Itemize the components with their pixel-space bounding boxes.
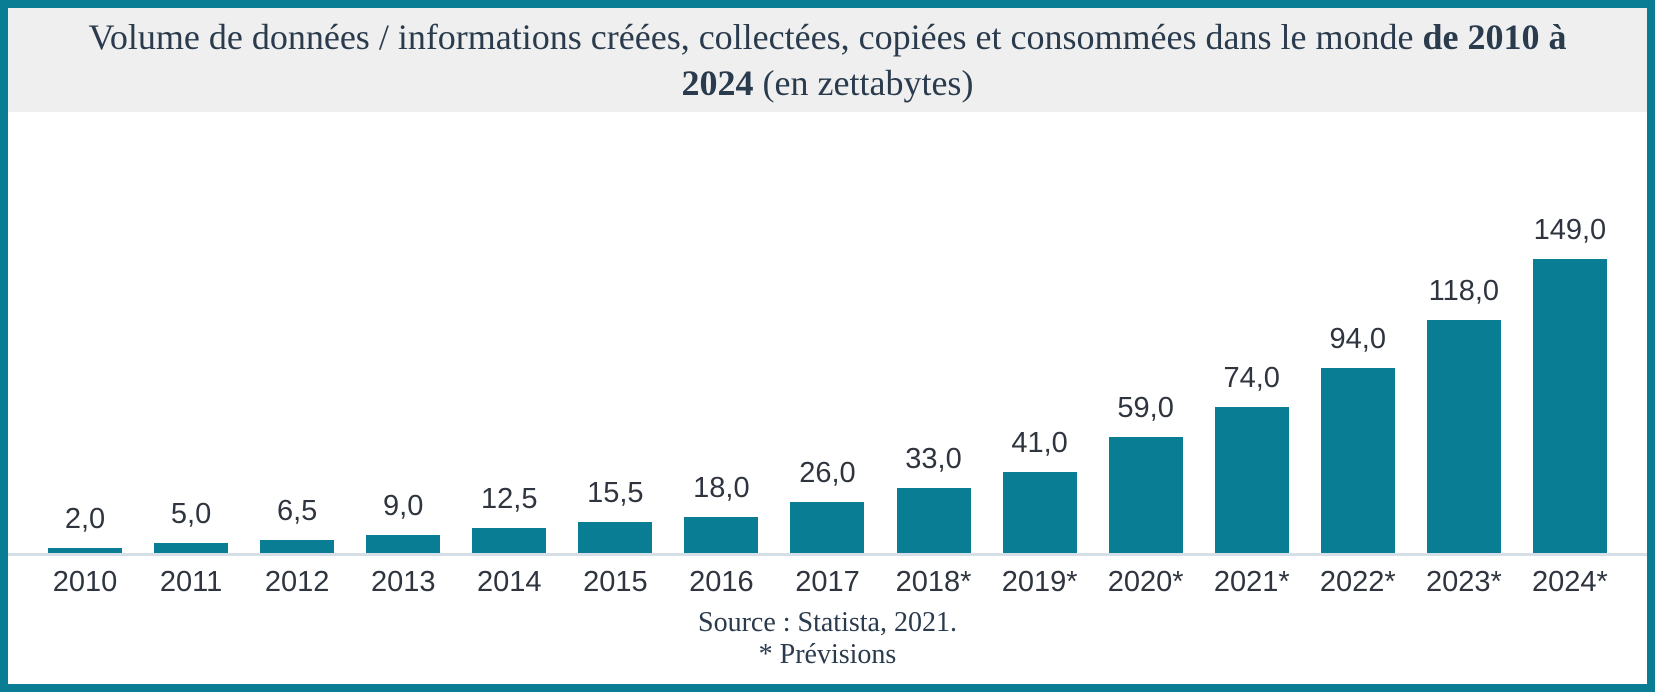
x-axis-label: 2013 bbox=[370, 566, 436, 598]
bar-column: 18,0 bbox=[668, 472, 774, 553]
bar-column: 149,0 bbox=[1517, 214, 1623, 553]
chart-title-part1: Volume de données / informations créées,… bbox=[88, 17, 1423, 57]
x-axis-label: 2015 bbox=[583, 566, 648, 598]
bar-value-label: 41,0 bbox=[1011, 427, 1068, 459]
bar bbox=[1214, 407, 1289, 553]
bar bbox=[472, 528, 547, 553]
bar-value-label: 9,0 bbox=[383, 490, 424, 522]
bar-column: 74,0 bbox=[1199, 362, 1305, 553]
chart-title: Volume de données / informations créées,… bbox=[83, 14, 1573, 106]
x-axis-label: 2022* bbox=[1319, 566, 1396, 598]
bar-column: 12,5 bbox=[456, 483, 562, 553]
x-axis-label: 2021* bbox=[1213, 566, 1290, 598]
x-axis-label: 2012 bbox=[264, 566, 330, 598]
bar-value-label: 33,0 bbox=[905, 443, 962, 475]
bar-column: 33,0 bbox=[881, 443, 987, 553]
bar-value-label: 15,5 bbox=[587, 477, 644, 509]
bar-column: 26,0 bbox=[774, 457, 880, 553]
x-axis-label: 2024* bbox=[1532, 566, 1608, 598]
bar-value-label: 18,0 bbox=[693, 472, 750, 504]
x-axis-label: 2018* bbox=[895, 566, 972, 598]
plot-area: 2,0 5,0 6,5 9,0 12,5 15,5 18,0 26,0 33,0 41,0 59,0… bbox=[8, 112, 1647, 553]
bar bbox=[154, 543, 229, 553]
bar-column: 118,0 bbox=[1411, 275, 1517, 553]
bar-column: 94,0 bbox=[1305, 323, 1411, 553]
bar-value-label: 74,0 bbox=[1223, 362, 1280, 394]
bar bbox=[790, 502, 865, 553]
bar bbox=[1426, 320, 1501, 553]
bar bbox=[1532, 259, 1607, 553]
bar-column: 41,0 bbox=[987, 427, 1093, 553]
x-axis-label: 2019* bbox=[1001, 566, 1078, 598]
footnote-text: * Prévisions bbox=[758, 639, 897, 670]
x-axis-label: 2016 bbox=[689, 566, 754, 598]
source-text: Source : Statista, 2021. bbox=[698, 607, 957, 638]
x-axis-label: 2017 bbox=[795, 566, 860, 598]
bar-value-label: 118,0 bbox=[1428, 275, 1500, 307]
bar-column: 15,5 bbox=[562, 477, 668, 553]
bar bbox=[578, 522, 653, 553]
bar bbox=[1108, 437, 1183, 553]
x-axis-label: 2023* bbox=[1425, 566, 1502, 598]
bar bbox=[896, 488, 971, 553]
x-axis-label: 2011 bbox=[159, 566, 223, 598]
bar bbox=[1320, 368, 1395, 553]
bar bbox=[684, 517, 759, 553]
chart-title-part3: (en zettabytes) bbox=[753, 63, 974, 103]
bar-value-label: 59,0 bbox=[1117, 392, 1174, 424]
bar bbox=[1002, 472, 1077, 553]
x-axis-label: 2010 bbox=[52, 566, 118, 598]
bar bbox=[260, 540, 335, 553]
bar-value-label: 6,5 bbox=[276, 495, 318, 527]
bar bbox=[48, 548, 123, 553]
bar-value-label: 12,5 bbox=[481, 483, 538, 515]
bar-column: 2,0 bbox=[32, 503, 138, 553]
bar-value-label: 94,0 bbox=[1329, 323, 1386, 355]
x-axis-baseline bbox=[8, 553, 1647, 556]
bar-column: 6,5 bbox=[244, 495, 350, 553]
bar bbox=[366, 535, 441, 553]
bar-column: 59,0 bbox=[1093, 392, 1199, 553]
bar-column: 9,0 bbox=[350, 490, 456, 553]
bar-value-label: 5,0 bbox=[170, 498, 212, 530]
bar-column: 5,0 bbox=[138, 498, 244, 553]
chart-title-bold-range: de 2010 à 2024 bbox=[681, 17, 1567, 103]
x-axis: 2010 2011 2012 2013 2014 2015 2016 2017 2018* 201… bbox=[8, 566, 1647, 599]
bar-value-label: 26,0 bbox=[799, 457, 856, 489]
bar-value-label: 149,0 bbox=[1533, 214, 1607, 246]
title-band: Volume de données / informations créées,… bbox=[8, 8, 1647, 112]
x-axis-label: 2014 bbox=[477, 566, 542, 598]
bar-value-label: 2,0 bbox=[64, 503, 106, 535]
x-axis-label: 2020* bbox=[1107, 566, 1184, 598]
